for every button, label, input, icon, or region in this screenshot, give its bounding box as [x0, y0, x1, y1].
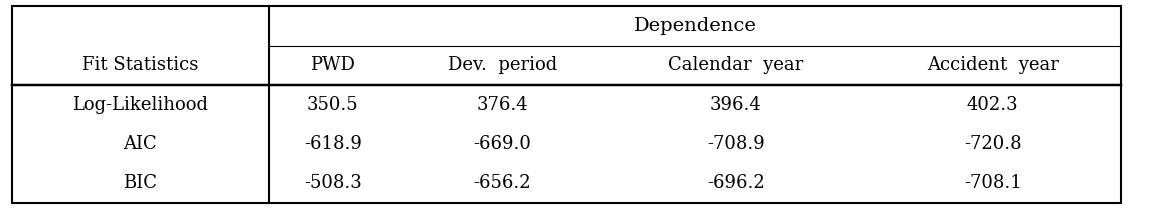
Text: Dev.  period: Dev. period — [447, 56, 557, 74]
Text: -618.9: -618.9 — [304, 135, 362, 153]
Text: -720.8: -720.8 — [964, 135, 1022, 153]
Text: Accident  year: Accident year — [927, 56, 1058, 74]
Text: Log-Likelihood: Log-Likelihood — [72, 96, 208, 113]
Text: -708.1: -708.1 — [964, 174, 1022, 192]
Text: -708.9: -708.9 — [707, 135, 765, 153]
Text: Dependence: Dependence — [633, 17, 757, 35]
Text: 350.5: 350.5 — [307, 96, 359, 113]
Text: -508.3: -508.3 — [304, 174, 362, 192]
Text: -656.2: -656.2 — [473, 174, 531, 192]
Text: -669.0: -669.0 — [473, 135, 531, 153]
Text: 402.3: 402.3 — [967, 96, 1018, 113]
Text: 376.4: 376.4 — [477, 96, 528, 113]
Text: 396.4: 396.4 — [710, 96, 762, 113]
Text: BIC: BIC — [123, 174, 158, 192]
Text: Fit Statistics: Fit Statistics — [82, 56, 199, 74]
Text: Calendar  year: Calendar year — [668, 56, 804, 74]
Text: PWD: PWD — [311, 56, 355, 74]
Text: AIC: AIC — [124, 135, 157, 153]
Text: -696.2: -696.2 — [707, 174, 765, 192]
